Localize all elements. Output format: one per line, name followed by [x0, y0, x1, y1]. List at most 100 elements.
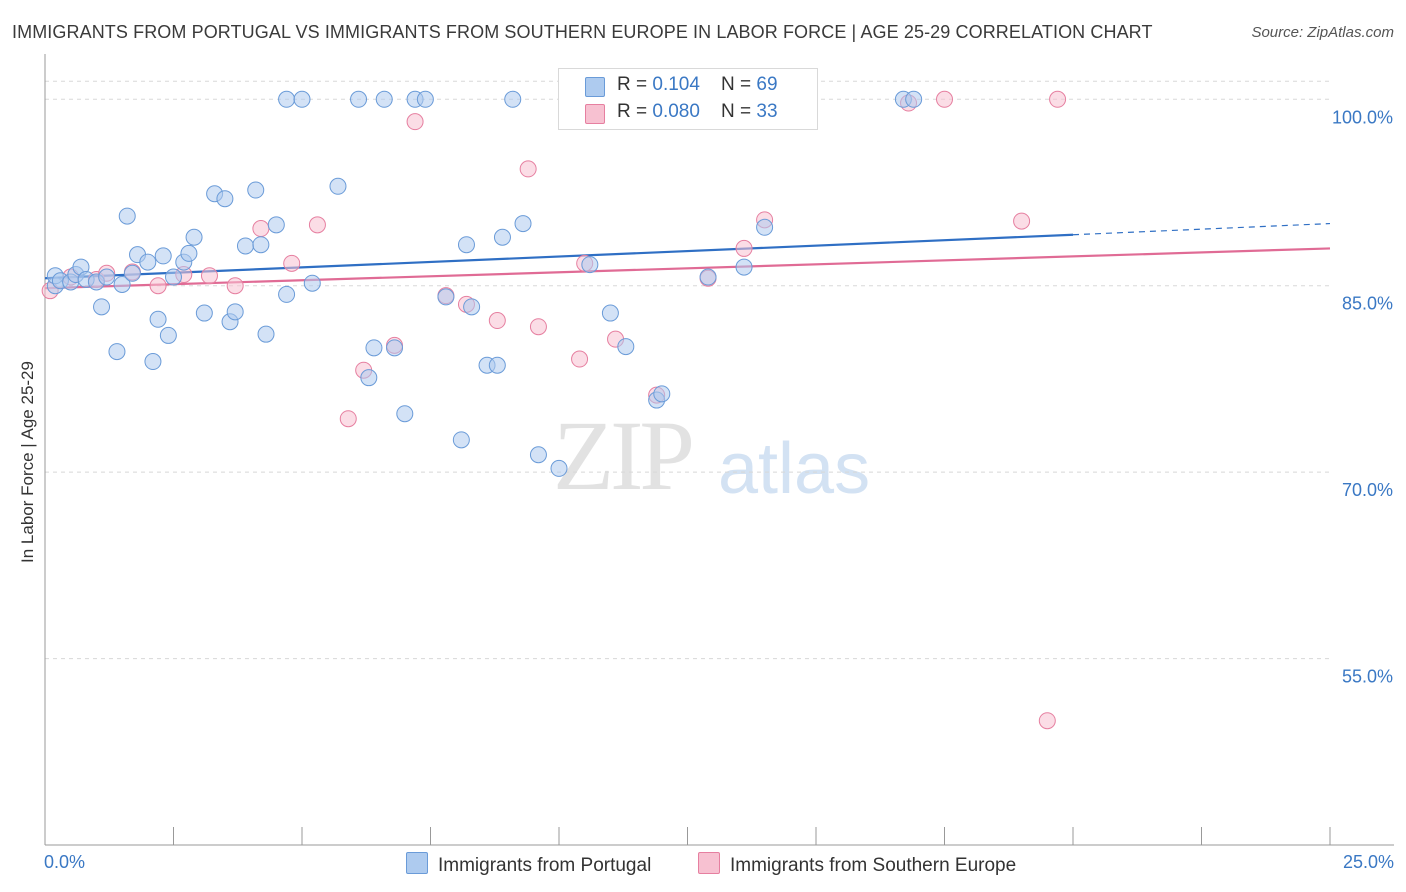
portugal-point [653, 385, 671, 403]
portugal-point [756, 218, 774, 236]
portugal-point [293, 90, 311, 108]
portugal-point [735, 258, 753, 276]
x-tick-min: 0.0% [44, 852, 86, 872]
portugal-point [93, 298, 111, 316]
portugal-point [386, 339, 404, 357]
portugal-point [303, 274, 321, 292]
legend-n-label: N = [721, 74, 757, 95]
tick-labels: 55.0% 70.0% 85.0% 100.0% [1332, 107, 1393, 686]
legend-n-label: N = [721, 101, 757, 122]
portugal-point [257, 325, 275, 343]
southern-europe-point [1038, 712, 1056, 730]
y-tick-label: 100.0% [1332, 107, 1393, 127]
y-tick-label: 85.0% [1342, 294, 1393, 314]
southern-europe-point [283, 254, 301, 272]
legend-r-label: R = [617, 101, 653, 122]
southern-europe-point [488, 312, 506, 330]
portugal-point [139, 253, 157, 271]
legend-n-value: 69 [756, 74, 778, 95]
bottom-legend-swatch-pink [698, 852, 720, 874]
y-tick-label: 55.0% [1342, 667, 1393, 687]
portugal-point [98, 268, 116, 286]
portugal-point [165, 268, 182, 286]
portugal-point [113, 275, 131, 293]
bottom-legend-portugal: Immigrants from Portugal [406, 852, 651, 877]
portugal-point [360, 369, 378, 387]
portugal-point [365, 339, 383, 357]
portugal-point [601, 304, 619, 322]
southern-europe-point [1013, 212, 1031, 230]
portugal-point [488, 356, 506, 374]
southern-europe-point [308, 216, 326, 234]
portugal-point [350, 90, 368, 108]
portugal-point [504, 90, 522, 108]
watermark-zip: ZIP [553, 400, 695, 511]
portugal-point [267, 216, 285, 234]
portugal-point [247, 181, 265, 199]
southern-europe-point [936, 90, 953, 108]
portugal-point [617, 338, 635, 356]
portugal-point [550, 459, 568, 477]
southern-europe-point [529, 318, 547, 336]
portugal-point [108, 343, 126, 361]
axes [44, 54, 1394, 846]
portugal-point [416, 90, 434, 108]
portugal-point [195, 304, 213, 322]
portugal-point [452, 431, 470, 449]
southern-europe-point [519, 160, 537, 178]
portugal-point [437, 288, 455, 306]
southern-europe-point [339, 410, 357, 428]
southern-europe-point [200, 267, 218, 285]
portugal-point [529, 446, 547, 464]
portugal-point [699, 268, 717, 286]
portugal-point [581, 256, 599, 274]
portugal-point [216, 190, 234, 208]
southern-europe-point [1049, 90, 1067, 108]
portugal-point [185, 228, 203, 246]
legend-r-value: 0.104 [652, 74, 700, 95]
portugal-point [463, 298, 481, 316]
stats-legend: R = 0.104 N = 69 R = 0.080 N = 33 [558, 68, 818, 130]
legend-r-value: 0.080 [652, 101, 700, 122]
bottom-legend-label-portugal: Immigrants from Portugal [438, 855, 652, 876]
source-label: Source: ZipAtlas.com [1251, 24, 1394, 41]
bottom-legend-southern-europe: Immigrants from Southern Europe [698, 852, 1016, 877]
southern-europe-point [406, 113, 424, 131]
watermark-atlas: atlas [718, 429, 871, 509]
portugal-point [118, 207, 136, 225]
southern-europe-point [735, 239, 753, 257]
portugal-point [375, 90, 393, 108]
southern-europe-point [226, 277, 244, 295]
legend-swatch-blue [585, 77, 605, 97]
bottom-legend-label-southern-europe: Immigrants from Southern Europe [730, 855, 1017, 876]
x-tick-max: 25.0% [1342, 852, 1394, 872]
portugal-point [159, 326, 177, 344]
y-tick-label: 70.0% [1342, 480, 1393, 500]
chart-title: IMMIGRANTS FROM PORTUGAL VS IMMIGRANTS F… [12, 22, 1153, 42]
legend-n-value: 33 [756, 101, 778, 122]
portugal-point [278, 285, 296, 303]
portugal-point [123, 264, 141, 282]
portugal-point [905, 90, 923, 108]
portugal-point [396, 405, 414, 423]
legend-r-label: R = [617, 74, 653, 95]
portugal-point [329, 177, 347, 195]
southern-europe-point [252, 220, 270, 238]
southern-europe-point [149, 277, 167, 295]
portugal-trend-extension [1072, 222, 1331, 236]
portugal-point [252, 236, 270, 254]
southern-europe-point [571, 350, 589, 368]
portugal-point [149, 310, 167, 328]
portugal-point [180, 244, 198, 262]
portugal-point [154, 247, 172, 265]
portugal-point [514, 215, 532, 233]
legend-swatch-pink [585, 104, 605, 124]
gridlines [45, 80, 1330, 660]
portugal-point [493, 228, 511, 246]
southern-europe-trend-line [44, 247, 1331, 290]
bottom-legend-swatch-blue [406, 852, 428, 874]
portugal-point [457, 236, 475, 254]
portugal-point [144, 353, 162, 371]
portugal-point [226, 303, 244, 321]
